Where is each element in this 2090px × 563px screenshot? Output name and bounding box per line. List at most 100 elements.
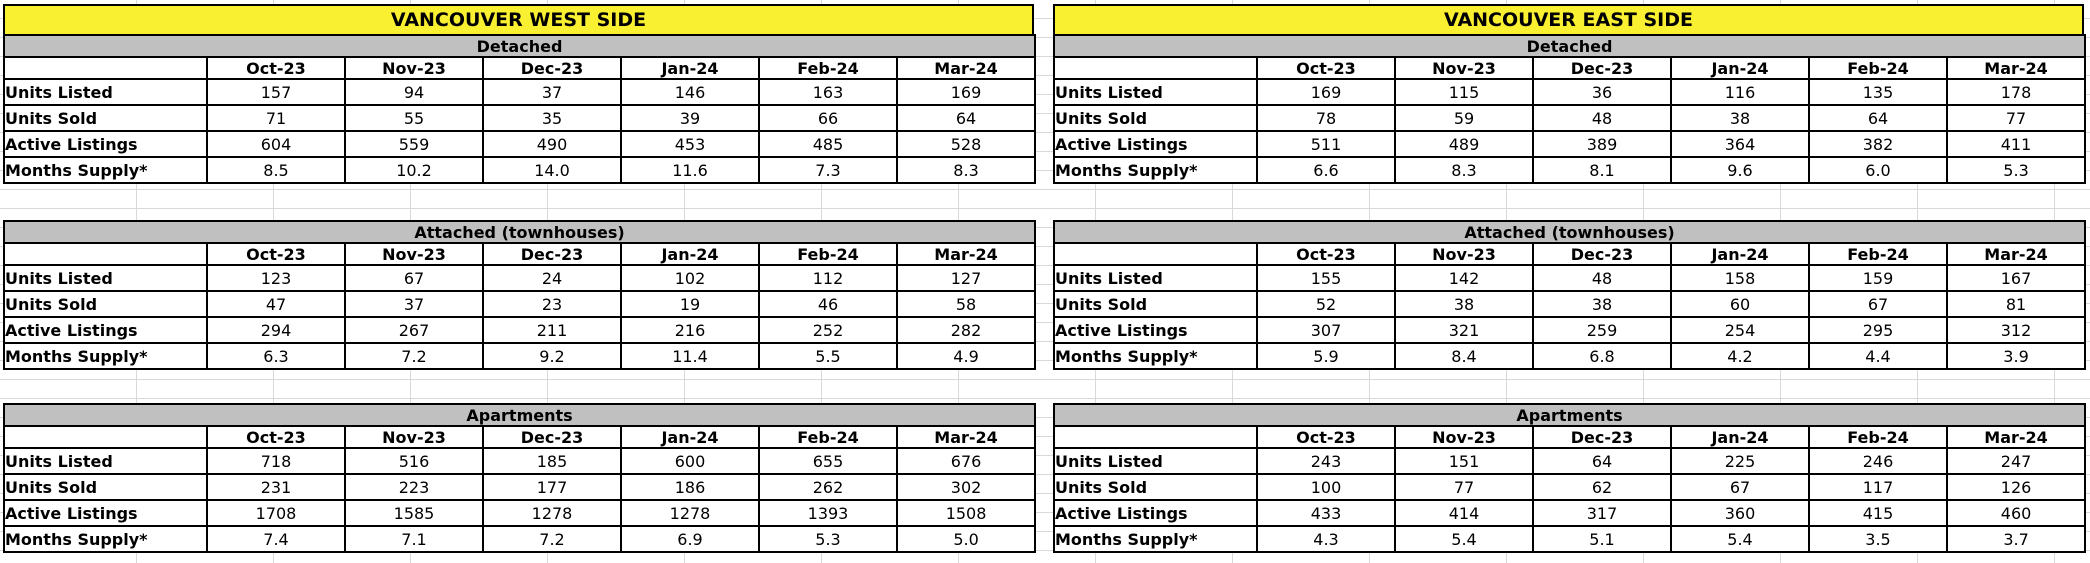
- month-header-cell[interactable]: Feb-24: [1808, 425, 1948, 449]
- value-cell[interactable]: 185: [482, 447, 622, 475]
- value-cell[interactable]: 7.2: [344, 342, 484, 370]
- value-cell[interactable]: 6.8: [1532, 342, 1672, 370]
- corner-cell[interactable]: [3, 242, 208, 266]
- value-cell[interactable]: 158: [1670, 264, 1810, 292]
- month-header-cell[interactable]: Mar-24: [895, 242, 1037, 266]
- month-header-cell[interactable]: Jan-24: [620, 425, 760, 449]
- month-header-cell[interactable]: Mar-24: [895, 425, 1037, 449]
- row-label-cell[interactable]: Active Listings: [1053, 316, 1258, 344]
- value-cell[interactable]: 7.3: [758, 156, 898, 184]
- value-cell[interactable]: 5.4: [1394, 525, 1534, 553]
- value-cell[interactable]: 55: [344, 104, 484, 132]
- corner-cell[interactable]: [1053, 242, 1258, 266]
- row-label-cell[interactable]: Active Listings: [3, 316, 208, 344]
- value-cell[interactable]: 24: [482, 264, 622, 292]
- value-cell[interactable]: 9.2: [482, 342, 622, 370]
- value-cell[interactable]: 1708: [206, 499, 346, 527]
- value-cell[interactable]: 60: [1670, 290, 1810, 318]
- section-title-cell[interactable]: Apartments: [1052, 403, 2087, 427]
- row-label-cell[interactable]: Active Listings: [3, 130, 208, 158]
- value-cell[interactable]: 9.6: [1670, 156, 1810, 184]
- value-cell[interactable]: 167: [1945, 264, 2087, 292]
- value-cell[interactable]: 243: [1256, 447, 1396, 475]
- value-cell[interactable]: 511: [1256, 130, 1396, 158]
- value-cell[interactable]: 676: [895, 447, 1037, 475]
- value-cell[interactable]: 8.5: [206, 156, 346, 184]
- month-header-cell[interactable]: Dec-23: [482, 242, 622, 266]
- value-cell[interactable]: 246: [1808, 447, 1948, 475]
- value-cell[interactable]: 453: [620, 130, 760, 158]
- value-cell[interactable]: 302: [895, 473, 1037, 501]
- month-header-cell[interactable]: Oct-23: [1256, 425, 1396, 449]
- value-cell[interactable]: 8.3: [1394, 156, 1534, 184]
- value-cell[interactable]: 59: [1394, 104, 1534, 132]
- month-header-cell[interactable]: Nov-23: [1394, 56, 1534, 80]
- value-cell[interactable]: 225: [1670, 447, 1810, 475]
- value-cell[interactable]: 6.0: [1808, 156, 1948, 184]
- value-cell[interactable]: 600: [620, 447, 760, 475]
- section-title-cell[interactable]: Attached (townhouses): [2, 220, 1037, 244]
- value-cell[interactable]: 7.1: [344, 525, 484, 553]
- month-header-cell[interactable]: Feb-24: [1808, 242, 1948, 266]
- value-cell[interactable]: 415: [1808, 499, 1948, 527]
- corner-cell[interactable]: [1053, 56, 1258, 80]
- row-label-cell[interactable]: Units Sold: [1053, 104, 1258, 132]
- month-header-cell[interactable]: Nov-23: [1394, 242, 1534, 266]
- value-cell[interactable]: 48: [1532, 264, 1672, 292]
- value-cell[interactable]: 267: [344, 316, 484, 344]
- value-cell[interactable]: 294: [206, 316, 346, 344]
- value-cell[interactable]: 4.4: [1808, 342, 1948, 370]
- month-header-cell[interactable]: Jan-24: [1670, 242, 1810, 266]
- value-cell[interactable]: 58: [895, 290, 1037, 318]
- month-header-cell[interactable]: Jan-24: [620, 242, 760, 266]
- row-label-cell[interactable]: Months Supply*: [1053, 342, 1258, 370]
- month-header-cell[interactable]: Nov-23: [344, 425, 484, 449]
- value-cell[interactable]: 169: [1256, 78, 1396, 106]
- value-cell[interactable]: 67: [1808, 290, 1948, 318]
- row-label-cell[interactable]: Units Listed: [1053, 264, 1258, 292]
- value-cell[interactable]: 67: [1670, 473, 1810, 501]
- value-cell[interactable]: 47: [206, 290, 346, 318]
- row-label-cell[interactable]: Units Listed: [1053, 447, 1258, 475]
- value-cell[interactable]: 231: [206, 473, 346, 501]
- value-cell[interactable]: 64: [895, 104, 1037, 132]
- region-title-cell[interactable]: VANCOUVER WEST SIDE: [3, 4, 1034, 34]
- month-header-cell[interactable]: Oct-23: [1256, 242, 1396, 266]
- value-cell[interactable]: 38: [1394, 290, 1534, 318]
- corner-cell[interactable]: [3, 56, 208, 80]
- value-cell[interactable]: 35: [482, 104, 622, 132]
- value-cell[interactable]: 178: [1945, 78, 2087, 106]
- value-cell[interactable]: 5.3: [1945, 156, 2087, 184]
- value-cell[interactable]: 64: [1532, 447, 1672, 475]
- row-label-cell[interactable]: Months Supply*: [3, 156, 208, 184]
- row-label-cell[interactable]: Units Sold: [3, 290, 208, 318]
- row-label-cell[interactable]: Units Listed: [1053, 78, 1258, 106]
- value-cell[interactable]: 604: [206, 130, 346, 158]
- region-title-cell[interactable]: VANCOUVER EAST SIDE: [1053, 4, 2084, 34]
- row-label-cell[interactable]: Units Sold: [3, 104, 208, 132]
- value-cell[interactable]: 37: [482, 78, 622, 106]
- month-header-cell[interactable]: Dec-23: [482, 56, 622, 80]
- value-cell[interactable]: 4.3: [1256, 525, 1396, 553]
- section-title-cell[interactable]: Attached (townhouses): [1052, 220, 2087, 244]
- row-label-cell[interactable]: Months Supply*: [3, 525, 208, 553]
- month-header-cell[interactable]: Dec-23: [1532, 56, 1672, 80]
- row-label-cell[interactable]: Months Supply*: [3, 342, 208, 370]
- value-cell[interactable]: 312: [1945, 316, 2087, 344]
- value-cell[interactable]: 460: [1945, 499, 2087, 527]
- row-label-cell[interactable]: Units Sold: [1053, 290, 1258, 318]
- value-cell[interactable]: 485: [758, 130, 898, 158]
- value-cell[interactable]: 489: [1394, 130, 1534, 158]
- value-cell[interactable]: 52: [1256, 290, 1396, 318]
- value-cell[interactable]: 8.4: [1394, 342, 1534, 370]
- value-cell[interactable]: 102: [620, 264, 760, 292]
- value-cell[interactable]: 48: [1532, 104, 1672, 132]
- corner-cell[interactable]: [3, 425, 208, 449]
- row-label-cell[interactable]: Units Sold: [1053, 473, 1258, 501]
- month-header-cell[interactable]: Dec-23: [1532, 242, 1672, 266]
- row-label-cell[interactable]: Months Supply*: [1053, 525, 1258, 553]
- value-cell[interactable]: 71: [206, 104, 346, 132]
- row-label-cell[interactable]: Units Listed: [3, 447, 208, 475]
- month-header-cell[interactable]: Feb-24: [758, 242, 898, 266]
- value-cell[interactable]: 159: [1808, 264, 1948, 292]
